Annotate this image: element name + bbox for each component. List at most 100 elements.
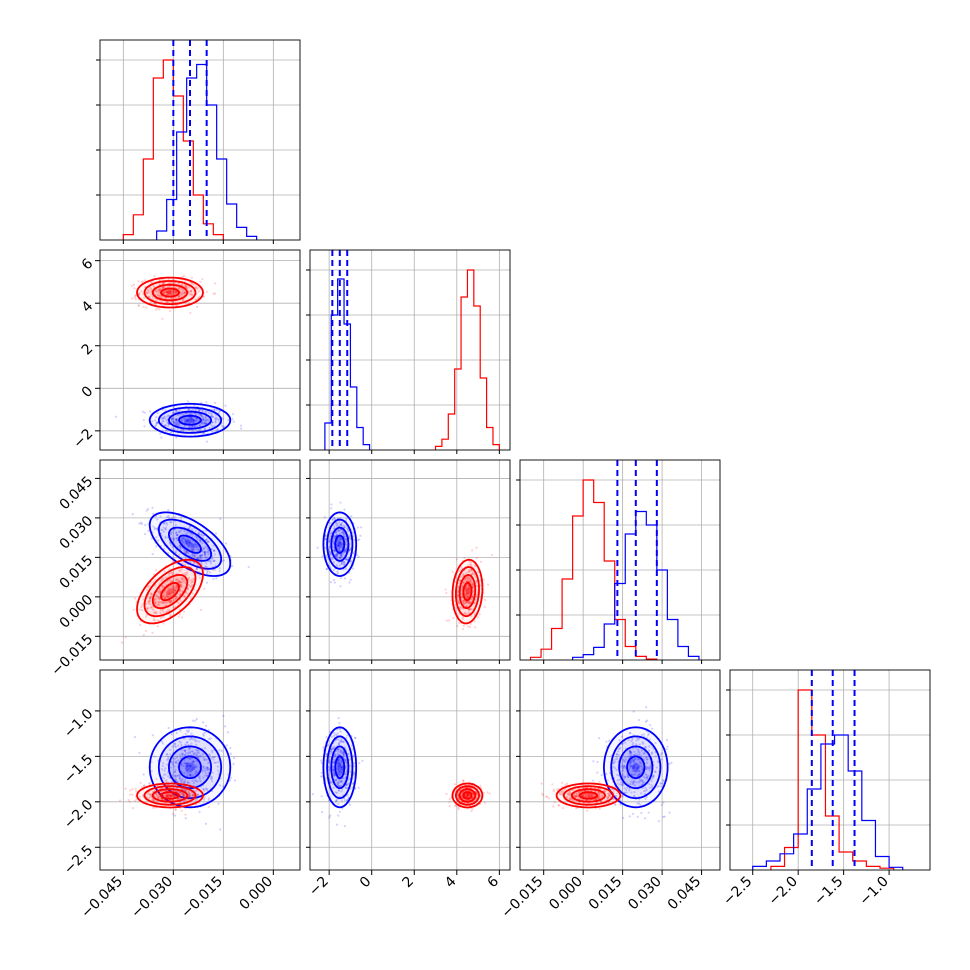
sample-point <box>196 557 199 560</box>
sample-point <box>165 794 168 798</box>
sample-point <box>327 760 331 763</box>
sample-point <box>203 553 207 556</box>
sample-point <box>155 777 158 781</box>
sample-point <box>145 291 148 294</box>
sample-point <box>175 419 178 422</box>
contour-blue-0 <box>322 511 358 578</box>
sample-point <box>199 428 202 432</box>
sample-point <box>345 543 348 546</box>
sample-point <box>336 761 339 764</box>
sample-point <box>473 564 476 567</box>
sample-point <box>155 612 158 615</box>
sample-point <box>179 592 182 596</box>
sample-point <box>198 810 201 814</box>
sample-point <box>169 613 172 617</box>
sample-point <box>337 789 341 792</box>
sample-point <box>339 751 342 754</box>
sample-point <box>179 791 182 794</box>
sample-point <box>211 415 214 418</box>
sample-point <box>183 548 186 551</box>
sample-point <box>167 592 170 596</box>
sample-point <box>173 770 176 773</box>
sample-point <box>186 588 190 591</box>
sample-point <box>154 598 157 601</box>
sample-point <box>331 746 334 749</box>
sample-point <box>175 436 178 439</box>
sample-point <box>470 809 473 813</box>
sample-point <box>160 528 163 531</box>
sample-point <box>340 762 343 765</box>
sample-point <box>171 792 174 796</box>
sample-point <box>178 774 181 777</box>
sample-point <box>231 565 234 568</box>
sample-point <box>118 799 122 802</box>
sample-point <box>183 550 186 553</box>
sample-point <box>169 290 172 293</box>
sample-point <box>142 418 145 422</box>
sample-point <box>187 771 190 774</box>
sample-point <box>159 797 162 800</box>
sample-point <box>169 521 172 524</box>
sample-point <box>174 779 177 782</box>
sample-point <box>464 600 467 603</box>
sample-point <box>166 753 169 756</box>
sample-point <box>213 553 216 556</box>
sample-point <box>188 544 191 547</box>
sample-point <box>114 415 118 418</box>
sample-point <box>194 408 197 411</box>
sample-point <box>465 795 468 798</box>
sample-point <box>179 544 182 547</box>
sample-point <box>632 794 636 797</box>
sample-point <box>166 292 169 295</box>
sample-point <box>344 758 347 761</box>
sample-point <box>158 603 161 606</box>
sample-point <box>211 751 214 754</box>
sample-point <box>150 537 153 540</box>
sample-point <box>640 792 643 795</box>
sample-point <box>211 771 214 774</box>
sample-point <box>203 731 206 734</box>
sample-point <box>147 289 150 292</box>
sample-point <box>180 583 183 587</box>
sample-point <box>474 626 477 629</box>
sample-point <box>183 749 186 752</box>
sample-point <box>190 425 194 428</box>
sample-point <box>342 550 346 554</box>
sample-point <box>194 286 198 289</box>
sample-point <box>157 792 161 796</box>
sample-point <box>159 609 162 612</box>
sample-point <box>210 775 214 778</box>
sample-point <box>621 742 624 745</box>
contour-red-3 <box>160 287 180 298</box>
contour-blue-3 <box>178 755 202 780</box>
sample-point <box>162 794 165 797</box>
sample-point <box>185 542 188 545</box>
sample-point <box>626 775 629 778</box>
sample-point <box>200 422 204 425</box>
sample-point <box>648 765 651 768</box>
sample-point <box>165 786 168 789</box>
sample-point <box>465 613 468 616</box>
sample-point <box>342 561 346 565</box>
sample-point <box>142 296 146 300</box>
sample-point <box>338 542 341 545</box>
sample-point <box>214 429 217 432</box>
sample-point <box>339 554 342 557</box>
sample-point <box>199 554 202 557</box>
sample-point <box>622 769 625 772</box>
sample-point <box>164 773 167 776</box>
sample-point <box>157 590 160 593</box>
sample-point <box>147 290 150 293</box>
sample-point <box>625 791 628 794</box>
sample-point <box>336 541 339 544</box>
sample-point <box>167 293 170 296</box>
sample-point <box>168 601 172 605</box>
sample-point <box>191 794 194 797</box>
sample-point <box>340 562 343 566</box>
sample-point <box>194 766 197 769</box>
sample-point <box>646 758 649 761</box>
sample-point <box>335 531 338 534</box>
sample-point <box>168 609 171 612</box>
sample-point <box>175 409 178 412</box>
